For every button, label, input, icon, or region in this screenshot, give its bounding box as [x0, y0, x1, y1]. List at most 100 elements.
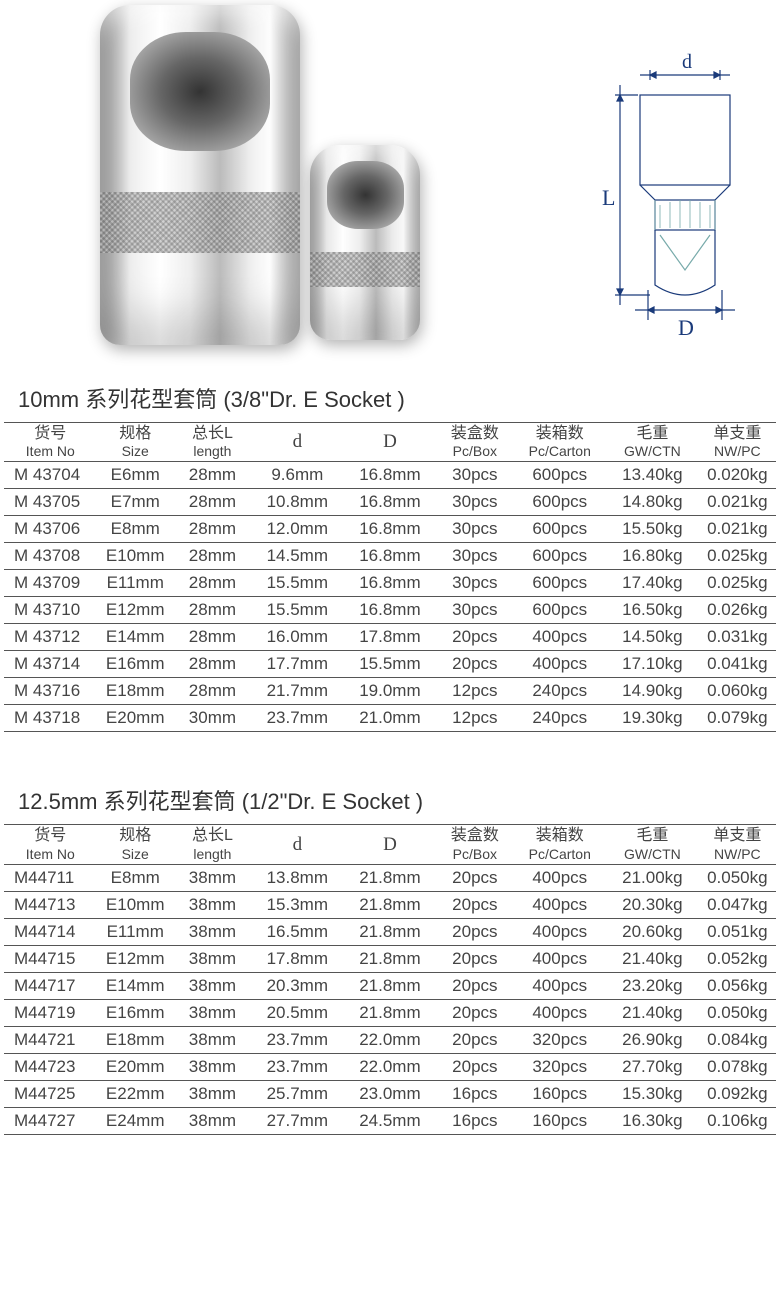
- table-cell: 15.30kg: [606, 1080, 699, 1107]
- table-cell: 20.60kg: [606, 918, 699, 945]
- table-cell: 28mm: [174, 543, 251, 570]
- table-row: M44725E22mm38mm25.7mm23.0mm16pcs160pcs15…: [4, 1080, 776, 1107]
- table-cell: M 43712: [4, 624, 97, 651]
- table-cell: 240pcs: [513, 705, 606, 732]
- table-cell: 30pcs: [436, 597, 513, 624]
- table-cell: 21.8mm: [344, 864, 437, 891]
- table-cell: M 43706: [4, 516, 97, 543]
- table-row: M44717E14mm38mm20.3mm21.8mm20pcs400pcs23…: [4, 972, 776, 999]
- col-header-en: d: [253, 834, 342, 856]
- table-cell: 28mm: [174, 489, 251, 516]
- col-header: D: [344, 825, 437, 864]
- table-cell: 38mm: [174, 1080, 251, 1107]
- table-cell: E16mm: [97, 651, 174, 678]
- table-cell: 15.3mm: [251, 891, 344, 918]
- table-row: M 43708E10mm28mm14.5mm16.8mm30pcs600pcs1…: [4, 543, 776, 570]
- table-cell: 0.041kg: [699, 651, 776, 678]
- table-cell: 15.50kg: [606, 516, 699, 543]
- dimension-diagram: d D L: [600, 50, 760, 350]
- table-cell: 15.5mm: [251, 597, 344, 624]
- table-cell: 0.031kg: [699, 624, 776, 651]
- table-cell: E20mm: [97, 1053, 174, 1080]
- svg-text:d: d: [682, 51, 692, 73]
- table-cell: 17.8mm: [251, 945, 344, 972]
- table-row: M 43716E18mm28mm21.7mm19.0mm12pcs240pcs1…: [4, 678, 776, 705]
- col-header: 货号Item No: [4, 423, 97, 462]
- table-cell: 28mm: [174, 678, 251, 705]
- table-row: M44714E11mm38mm16.5mm21.8mm20pcs400pcs20…: [4, 918, 776, 945]
- table-cell: 600pcs: [513, 570, 606, 597]
- table-cell: 21.40kg: [606, 999, 699, 1026]
- table-cell: 0.020kg: [699, 462, 776, 489]
- table-cell: 20.5mm: [251, 999, 344, 1026]
- table-cell: E24mm: [97, 1107, 174, 1134]
- table-cell: M 43705: [4, 489, 97, 516]
- table-cell: 20.30kg: [606, 891, 699, 918]
- table-cell: 320pcs: [513, 1026, 606, 1053]
- table-cell: 400pcs: [513, 999, 606, 1026]
- table-cell: 21.8mm: [344, 972, 437, 999]
- table-cell: 0.060kg: [699, 678, 776, 705]
- table-cell: 20pcs: [436, 891, 513, 918]
- col-header-en: NW/PC: [701, 846, 774, 862]
- svg-text:D: D: [678, 315, 694, 340]
- table-cell: E16mm: [97, 999, 174, 1026]
- table-cell: E10mm: [97, 891, 174, 918]
- col-header-cn: 规格: [99, 425, 172, 443]
- table-cell: 400pcs: [513, 891, 606, 918]
- table-cell: E18mm: [97, 1026, 174, 1053]
- table-cell: 38mm: [174, 1107, 251, 1134]
- table-cell: 17.10kg: [606, 651, 699, 678]
- table-cell: 0.050kg: [699, 864, 776, 891]
- table-cell: M44719: [4, 999, 97, 1026]
- table-cell: 21.0mm: [344, 705, 437, 732]
- col-header: d: [251, 825, 344, 864]
- col-header: 装盒数Pc/Box: [436, 825, 513, 864]
- table-row: M44713E10mm38mm15.3mm21.8mm20pcs400pcs20…: [4, 891, 776, 918]
- table-cell: M 43704: [4, 462, 97, 489]
- col-header: 装箱数Pc/Carton: [513, 825, 606, 864]
- table-row: M44719E16mm38mm20.5mm21.8mm20pcs400pcs21…: [4, 999, 776, 1026]
- table-cell: 16pcs: [436, 1107, 513, 1134]
- table-cell: 23.7mm: [251, 1026, 344, 1053]
- table-cell: 20pcs: [436, 864, 513, 891]
- table-cell: E8mm: [97, 864, 174, 891]
- table-cell: 20pcs: [436, 918, 513, 945]
- table-cell: 38mm: [174, 1026, 251, 1053]
- table-cell: E11mm: [97, 570, 174, 597]
- table-cell: 30pcs: [436, 516, 513, 543]
- table-cell: 20pcs: [436, 945, 513, 972]
- table-cell: 0.051kg: [699, 918, 776, 945]
- table-cell: 27.7mm: [251, 1107, 344, 1134]
- table-cell: 16.8mm: [344, 462, 437, 489]
- table-cell: 10.8mm: [251, 489, 344, 516]
- table-cell: 30pcs: [436, 462, 513, 489]
- table-cell: 320pcs: [513, 1053, 606, 1080]
- table-cell: 16.80kg: [606, 543, 699, 570]
- section1-header-row: 货号Item No规格Size总长LlengthdD装盒数Pc/Box装箱数Pc…: [4, 423, 776, 462]
- col-header-en: Item No: [6, 846, 95, 862]
- col-header-cn: 货号: [6, 827, 95, 845]
- table-cell: 0.047kg: [699, 891, 776, 918]
- col-header-en: GW/CTN: [608, 846, 697, 862]
- table-cell: M44711: [4, 864, 97, 891]
- table-cell: 400pcs: [513, 651, 606, 678]
- col-header-en: Pc/Box: [438, 846, 511, 862]
- table-cell: 16pcs: [436, 1080, 513, 1107]
- table-cell: 16.5mm: [251, 918, 344, 945]
- col-header-en: Pc/Carton: [515, 846, 604, 862]
- table-cell: 38mm: [174, 891, 251, 918]
- col-header: 毛重GW/CTN: [606, 423, 699, 462]
- section1-title: 10mm 系列花型套筒 (3/8"Dr. E Socket ): [4, 370, 776, 422]
- table-cell: E22mm: [97, 1080, 174, 1107]
- table-cell: 0.026kg: [699, 597, 776, 624]
- table-cell: 17.40kg: [606, 570, 699, 597]
- col-header-cn: 毛重: [608, 425, 697, 443]
- product-image-area: d D L: [0, 0, 780, 370]
- table-cell: 30mm: [174, 705, 251, 732]
- table-cell: M 43718: [4, 705, 97, 732]
- section2-title: 12.5mm 系列花型套筒 (1/2"Dr. E Socket ): [4, 772, 776, 824]
- table-cell: 13.40kg: [606, 462, 699, 489]
- table-cell: 30pcs: [436, 570, 513, 597]
- col-header: 单支重NW/PC: [699, 825, 776, 864]
